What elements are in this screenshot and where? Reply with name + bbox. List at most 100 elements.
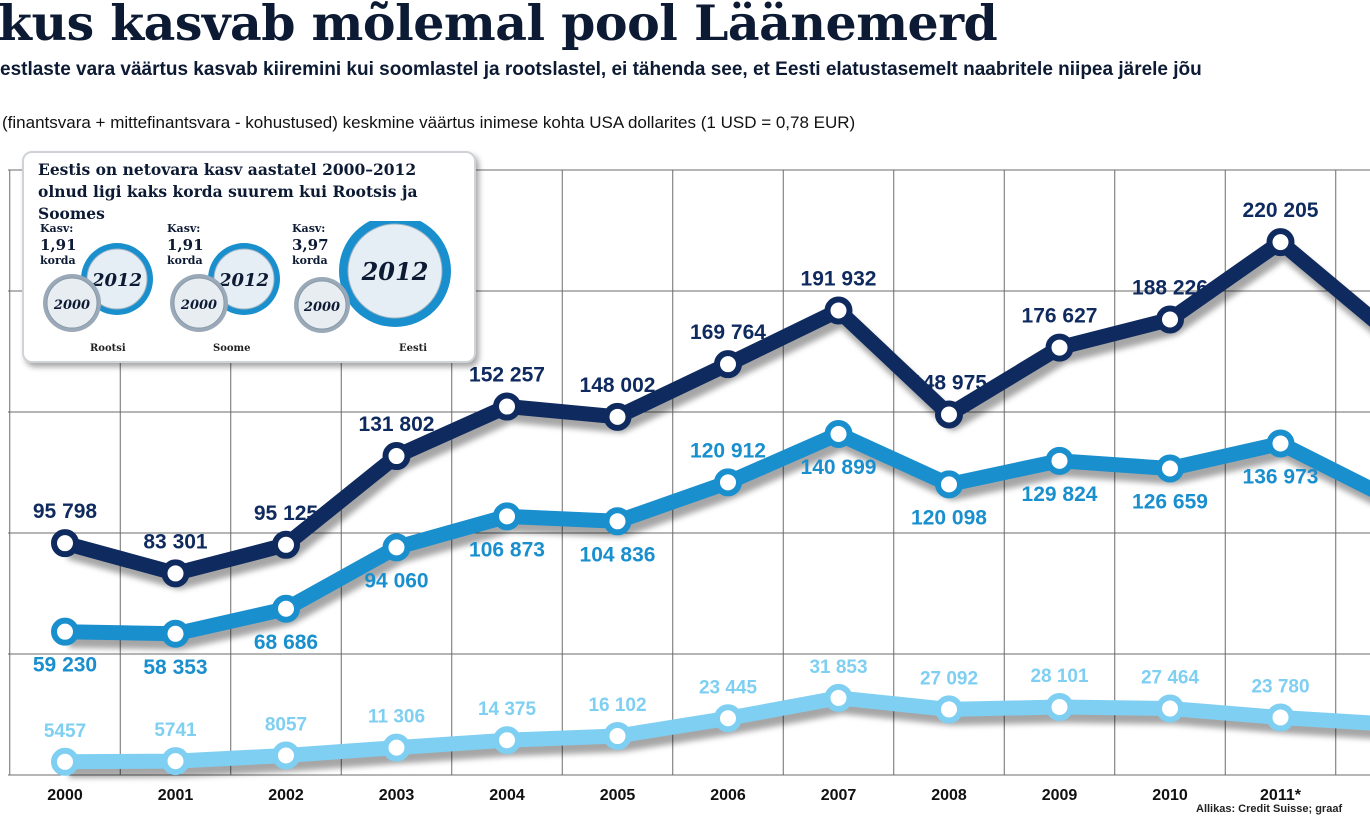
data-point-light [161, 747, 190, 776]
data-point-dark [161, 559, 190, 588]
data-label-dark: 191 932 [801, 268, 877, 291]
data-label-dark: 169 764 [690, 321, 766, 344]
data-point-light [603, 722, 632, 751]
kasv-label: Kasv: [292, 222, 326, 235]
x-tick-label: 2008 [931, 787, 967, 804]
data-point-light [714, 704, 742, 733]
data-label-dark: 188 226 [1132, 276, 1208, 299]
data-point-dark [714, 350, 742, 379]
x-tick-label: 2009 [1042, 787, 1078, 804]
coin-old-label: 2000 [303, 300, 340, 315]
kasv-unit: korda [167, 254, 203, 267]
data-label-mid: 106 873 [469, 538, 545, 561]
coin-old-label: 2000 [180, 298, 217, 313]
data-label-light: 28 101 [1030, 666, 1089, 687]
x-tick-label: 2005 [600, 787, 636, 804]
data-point-mid [382, 533, 411, 562]
data-label-dark: 95 798 [33, 500, 98, 523]
data-label-mid: 126 659 [1132, 490, 1208, 513]
data-label-mid: 94 060 [364, 569, 428, 592]
x-tick-label: 2006 [710, 787, 746, 804]
data-label-light: 23 780 [1251, 676, 1309, 697]
data-label-mid: 129 824 [1022, 483, 1098, 506]
kasv-value: 1,91 [40, 236, 77, 254]
coin-new-label: 2012 [91, 270, 142, 291]
data-label-mid: 68 686 [254, 631, 318, 654]
x-tick-label: 2004 [489, 787, 525, 804]
data-label-mid: 104 836 [580, 543, 656, 566]
data-point-dark [603, 402, 632, 431]
inset-title: Eestis on netovara kasv aastatel 2000–20… [38, 160, 418, 223]
data-label-light: 27 464 [1141, 668, 1200, 689]
data-point-dark [1156, 305, 1184, 334]
data-label-dark: 152 257 [469, 364, 545, 387]
data-point-dark [493, 392, 521, 421]
coin-pair-icon: 2012 2000 [170, 243, 280, 332]
data-point-mid [603, 507, 632, 536]
data-label-light: 5457 [44, 721, 86, 742]
data-point-mid [935, 470, 963, 499]
data-label-light: 31 853 [809, 657, 867, 678]
data-label-dark: 95 125 [254, 502, 319, 525]
data-point-mid [493, 502, 521, 531]
data-label-light: 8057 [265, 715, 307, 736]
data-point-mid [1045, 446, 1074, 475]
data-point-light [935, 695, 963, 724]
data-point-mid [824, 420, 853, 449]
data-label-mid: 58 353 [143, 656, 207, 679]
data-point-mid [714, 468, 742, 497]
data-label-dark: 148 002 [580, 374, 656, 397]
country-label: Eesti [399, 343, 428, 354]
kasv-unit: korda [40, 254, 76, 267]
data-point-dark [1266, 228, 1295, 257]
data-point-light [1156, 694, 1184, 723]
data-label-mid: 120 912 [690, 439, 766, 462]
data-point-dark [824, 296, 853, 325]
data-label-light: 23 445 [699, 677, 758, 698]
x-tick-label: 2001 [158, 787, 194, 804]
chart-description: (finantsvara + mittefinantsvara - kohust… [2, 113, 856, 132]
data-point-light [382, 733, 411, 762]
data-point-dark [272, 530, 300, 559]
x-tick-label: 2007 [821, 787, 857, 804]
coin-pair-icon: 2012 2000 [294, 221, 451, 333]
data-label-light: 27 092 [920, 668, 978, 689]
data-point-dark [935, 400, 963, 429]
data-label-light: 11 306 [368, 707, 425, 728]
data-point-light [272, 741, 300, 770]
coin-pair-icon: 2012 2000 [43, 243, 153, 332]
data-point-light [824, 683, 853, 712]
data-label-mid: 120 098 [911, 506, 987, 529]
data-label-light: 16 102 [588, 695, 646, 716]
chart-title: kus kasvab mõlemal pool Läänemerd [0, 0, 998, 52]
data-label-mid: 59 230 [33, 654, 97, 677]
data-point-light [1266, 703, 1295, 732]
chart-subtitle: estlaste vara väärtus kasvab kiiremini k… [0, 59, 1202, 80]
growth-inset-box: Eestis on netovara kasv aastatel 2000–20… [22, 151, 476, 363]
data-label-dark: 148 975 [911, 371, 987, 394]
data-point-dark [51, 529, 79, 558]
x-tick-label: 2000 [47, 787, 83, 804]
data-label-light: 14 375 [478, 699, 537, 720]
data-point-mid [51, 617, 79, 646]
data-point-light [51, 747, 79, 776]
data-label-mid: 140 899 [801, 456, 877, 479]
data-point-light [493, 726, 521, 755]
data-label-dark: 131 802 [359, 413, 435, 436]
x-tick-label: 2002 [268, 787, 304, 804]
kasv-value: 3,97 [292, 236, 329, 254]
coin-new-label: 2012 [361, 257, 429, 286]
kasv-label: Kasv: [167, 222, 201, 235]
data-point-mid [272, 594, 300, 623]
x-tick-label: 2011* [1260, 787, 1302, 804]
data-point-mid [1156, 454, 1184, 483]
kasv-unit: korda [292, 254, 328, 267]
data-label-dark: 83 301 [143, 530, 208, 553]
country-label: Soome [213, 343, 251, 354]
coin-group-eesti: Kasv: 3,97 korda 2012 2000 Eesti [292, 221, 462, 356]
data-label-dark: 220 205 [1243, 199, 1319, 222]
coin-group-rootsi: Kasv: 1,91 korda 2012 2000 Rootsi [40, 221, 165, 356]
coin-old-label: 2000 [53, 298, 90, 313]
data-point-mid [161, 619, 190, 648]
